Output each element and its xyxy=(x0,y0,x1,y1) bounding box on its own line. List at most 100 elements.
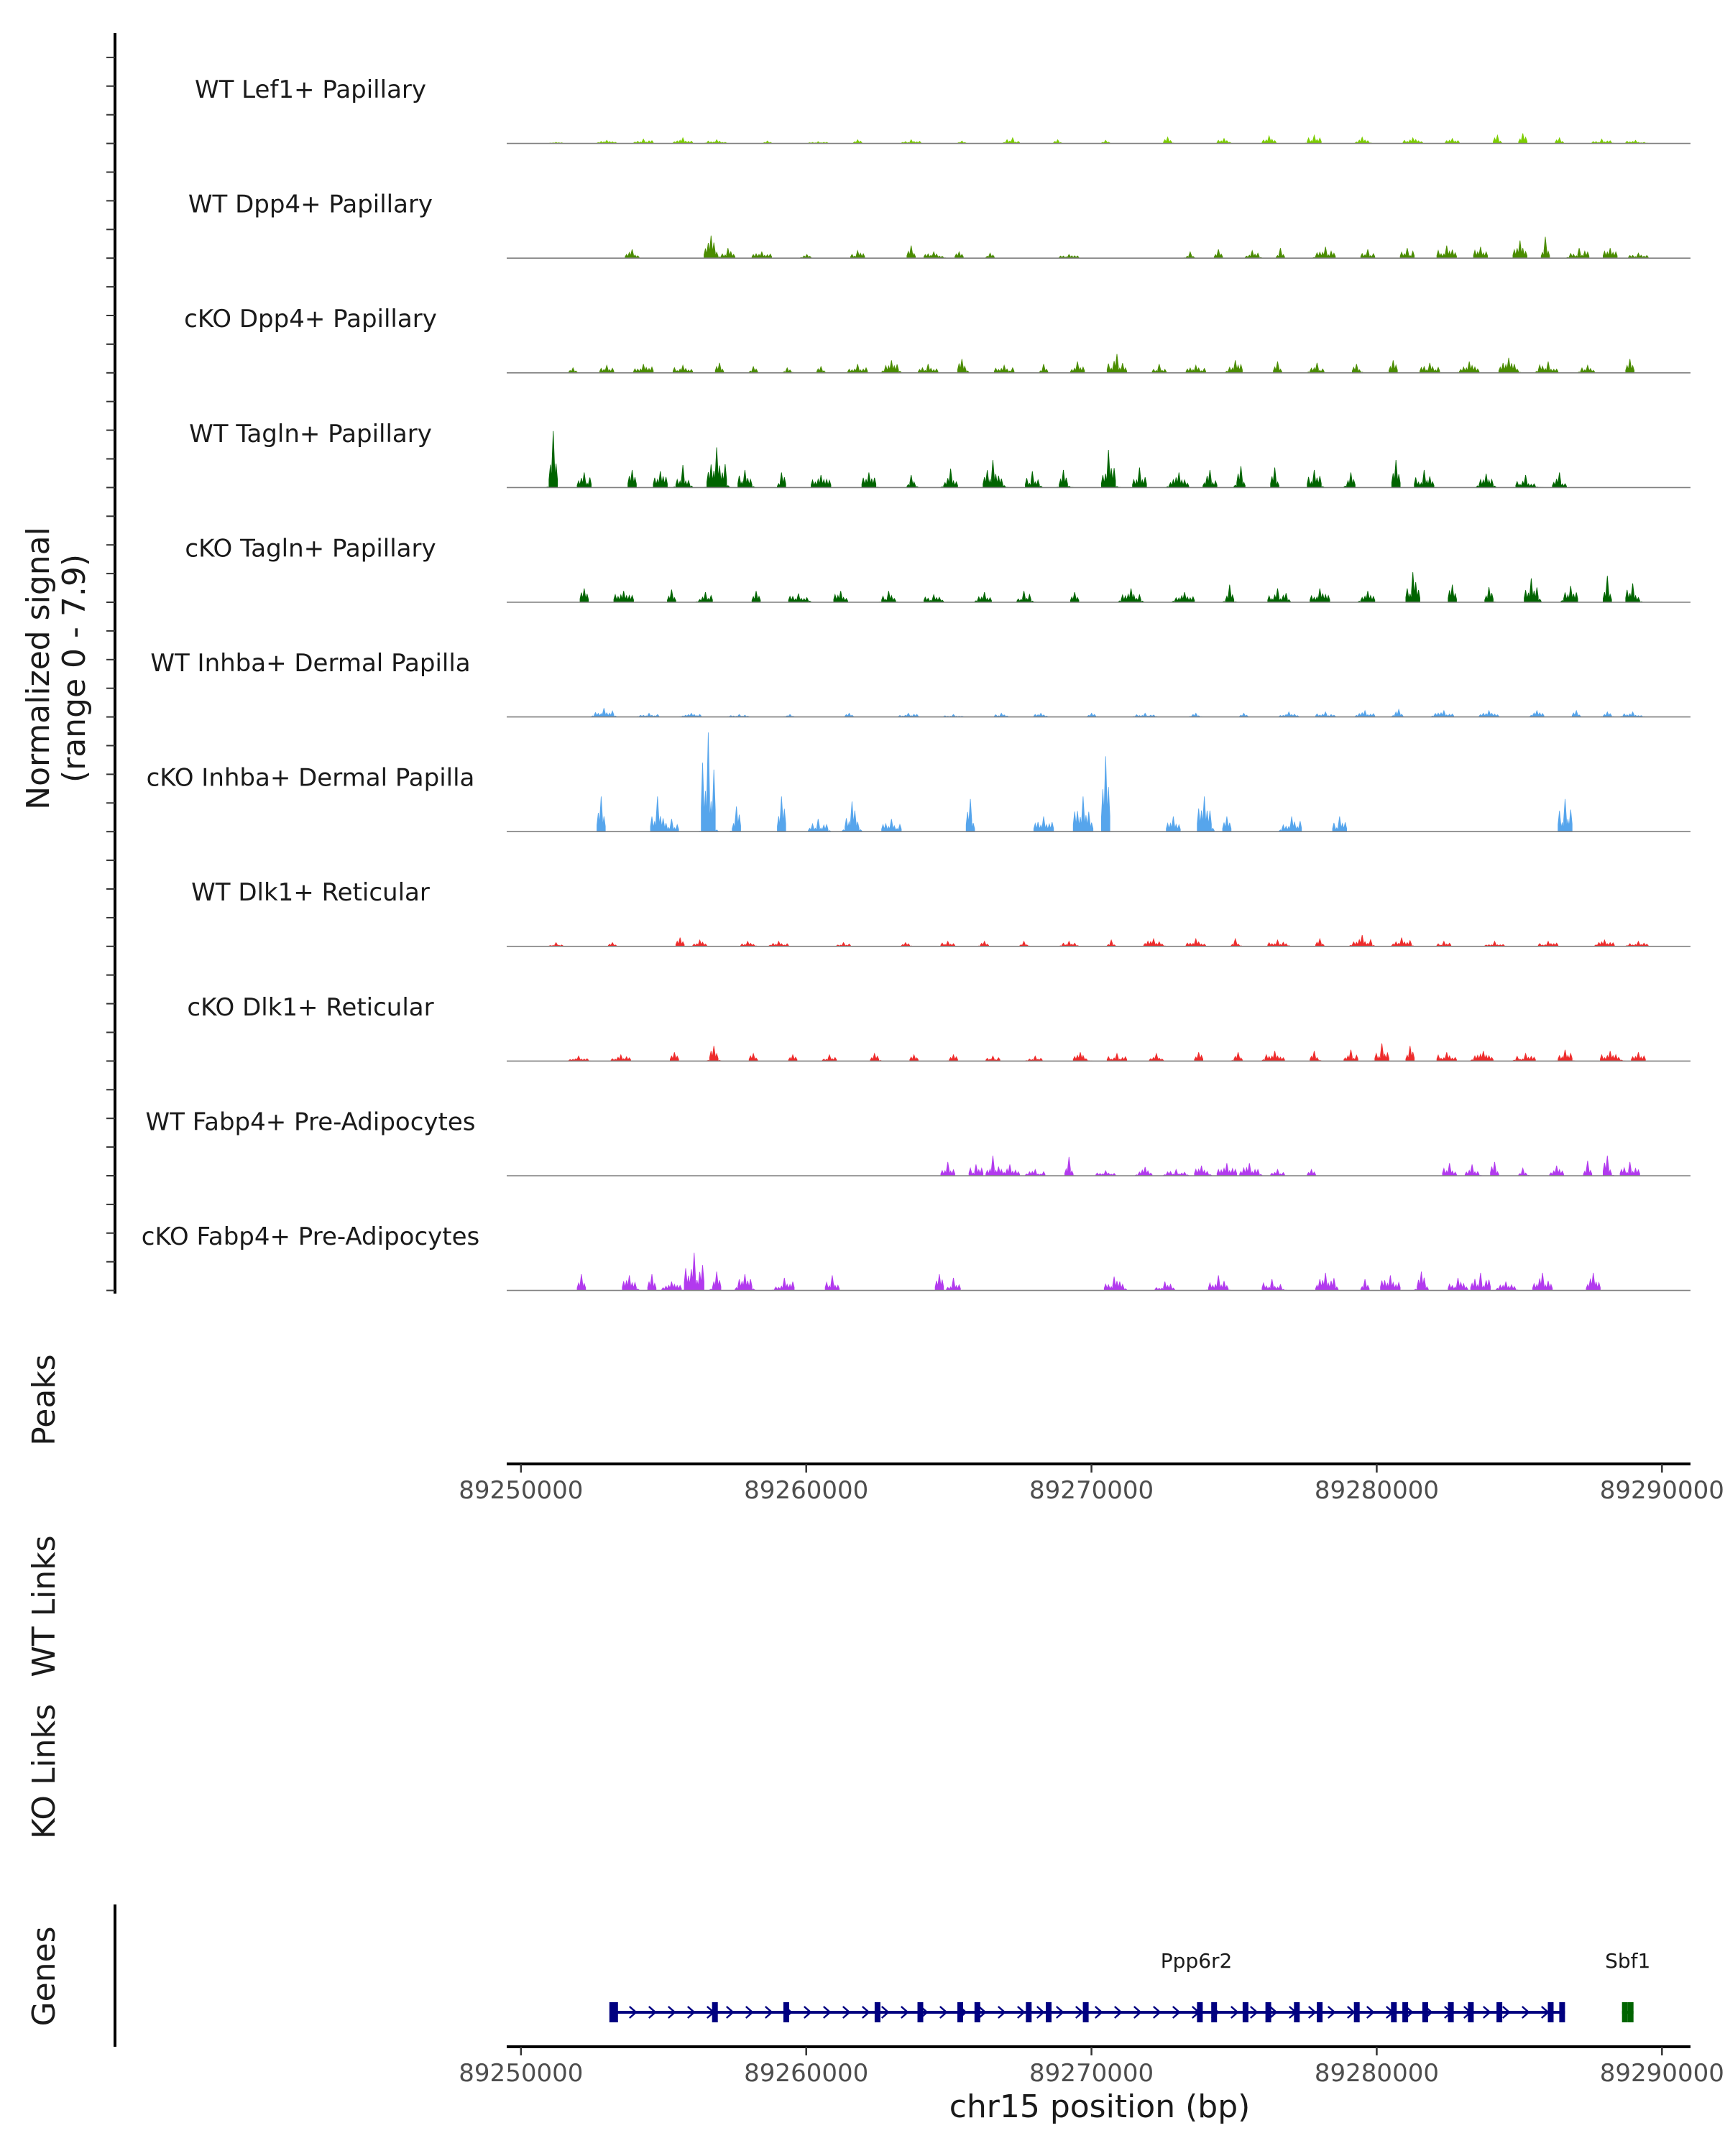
gene-label-ppp6r2: Ppp6r2 xyxy=(1161,1949,1233,1973)
track-signal-wt-tagln-papillary xyxy=(546,430,1567,488)
track-label-wt-inhba-dermal-papilla: WT Inhba+ Dermal Papilla xyxy=(150,649,470,678)
track-signal-wt-dlk1-reticular xyxy=(546,935,1649,947)
gene-exon-ppp6r2 xyxy=(1402,2002,1409,2022)
strand-arrow-ppp6r2 xyxy=(648,2006,657,2019)
signal-y-axis xyxy=(106,33,116,1294)
gene-exon-ppp6r2 xyxy=(1547,2002,1554,2022)
gene-exon-ppp6r2 xyxy=(783,2002,789,2022)
gene-exon-ppp6r2 xyxy=(1422,2002,1428,2022)
gene-exon-ppp6r2 xyxy=(917,2002,924,2022)
gene-exon-ppp6r2 xyxy=(1294,2002,1300,2022)
track-wt-inhba-dermal-papilla: WT Inhba+ Dermal Papilla xyxy=(150,649,1690,718)
gene-exon-ppp6r2 xyxy=(1448,2002,1454,2022)
peaks-x-axis: 89250000 89260000 89270000 89280000 89290000 xyxy=(459,1462,1724,1505)
x-tick-label: 89270000 xyxy=(1029,1476,1154,1505)
strand-arrow-ppp6r2 xyxy=(1017,2006,1026,2019)
gene-exon-ppp6r2 xyxy=(1496,2002,1503,2022)
track-signal-cko-dlk1-reticular xyxy=(568,1043,1646,1061)
track-label-cko-fabp4-pre-adipocytes: cKO Fabp4+ Pre-Adipocytes xyxy=(142,1222,480,1251)
gene-exon-ppp6r2 xyxy=(1242,2002,1248,2022)
track-signal-wt-inhba-dermal-papilla xyxy=(591,708,1649,718)
track-signal-cko-fabp4-pre-adipocytes xyxy=(576,1253,1601,1291)
track-cko-dlk1-reticular: cKO Dlk1+ Reticular xyxy=(187,993,1690,1062)
gene-exon-ppp6r2 xyxy=(1197,2002,1203,2022)
x-tick-label: 89280000 xyxy=(1315,2059,1439,2088)
gene-exon-ppp6r2 xyxy=(1211,2002,1218,2022)
strand-arrow-ppp6r2 xyxy=(745,2006,754,2019)
strand-arrow-ppp6r2 xyxy=(1328,2006,1336,2019)
genes-panel-label: Genes xyxy=(26,1926,63,2026)
coverage-tracks: WT Lef1+ Papillary WT Dpp4+ Papillary cKO … xyxy=(142,75,1690,1291)
gene-exon-ppp6r2 xyxy=(957,2002,963,2022)
strand-arrow-ppp6r2 xyxy=(901,2006,909,2019)
gene-label-sbf1: Sbf1 xyxy=(1605,1949,1650,1973)
strand-arrow-ppp6r2 xyxy=(1230,2006,1239,2019)
track-wt-tagln-papillary: WT Tagln+ Papillary xyxy=(189,420,1690,489)
x-tick-label: 89260000 xyxy=(744,1476,868,1505)
gene-exon-ppp6r2 xyxy=(1046,2002,1052,2022)
strand-arrow-ppp6r2 xyxy=(1095,2006,1103,2019)
strand-arrow-ppp6r2 xyxy=(862,2006,870,2019)
strand-arrow-ppp6r2 xyxy=(1269,2006,1278,2019)
track-label-cko-inhba-dermal-papilla: cKO Inhba+ Dermal Papilla xyxy=(147,764,475,793)
genes-x-axis: 89250000 89260000 89270000 89280000 89290000 xyxy=(459,2045,1724,2088)
strand-arrow-ppp6r2 xyxy=(1522,2006,1530,2019)
gene-exon-ppp6r2 xyxy=(612,2002,618,2022)
track-wt-dpp4-papillary: WT Dpp4+ Papillary xyxy=(188,190,1690,259)
strand-arrow-ppp6r2 xyxy=(842,2006,851,2019)
gene-exon-ppp6r2 xyxy=(1265,2002,1271,2022)
strand-arrow-ppp6r2 xyxy=(978,2006,987,2019)
gene-exon-ppp6r2 xyxy=(1353,2002,1360,2022)
strand-arrow-ppp6r2 xyxy=(1153,2006,1162,2019)
track-label-cko-tagln-papillary: cKO Tagln+ Papillary xyxy=(185,534,436,563)
strand-arrow-ppp6r2 xyxy=(1366,2006,1375,2019)
peaks-panel-label: Peaks xyxy=(26,1354,63,1445)
track-signal-cko-tagln-papillary xyxy=(579,572,1646,603)
strand-arrow-ppp6r2 xyxy=(1502,2006,1511,2019)
gene-exon-ppp6r2 xyxy=(1026,2002,1032,2022)
strand-arrow-ppp6r2 xyxy=(881,2006,890,2019)
strand-arrow-ppp6r2 xyxy=(804,2006,812,2019)
strand-arrow-ppp6r2 xyxy=(629,2006,638,2019)
gene-exon-ppp6r2 xyxy=(1082,2002,1089,2022)
gene-track: Ppp6r2 Sbf1 xyxy=(114,1904,1650,2047)
strand-arrow-ppp6r2 xyxy=(726,2006,735,2019)
x-tick-label: 89260000 xyxy=(744,2059,868,2088)
track-signal-wt-dpp4-papillary xyxy=(625,235,1649,259)
track-label-cko-dpp4-papillary: cKO Dpp4+ Papillary xyxy=(184,305,437,333)
strand-arrow-ppp6r2 xyxy=(687,2006,696,2019)
strand-arrow-ppp6r2 xyxy=(1056,2006,1064,2019)
gene-exon-ppp6r2 xyxy=(974,2002,980,2022)
track-cko-tagln-papillary: cKO Tagln+ Papillary xyxy=(185,534,1690,603)
track-wt-dlk1-reticular: WT Dlk1+ Reticular xyxy=(191,878,1690,947)
x-tick-label: 89290000 xyxy=(1600,2059,1724,2088)
track-label-wt-dpp4-papillary: WT Dpp4+ Papillary xyxy=(188,190,433,219)
track-cko-fabp4-pre-adipocytes: cKO Fabp4+ Pre-Adipocytes xyxy=(142,1222,1690,1291)
track-cko-dpp4-papillary: cKO Dpp4+ Papillary xyxy=(184,305,1690,374)
strand-arrow-ppp6r2 xyxy=(1250,2006,1259,2019)
track-label-cko-dlk1-reticular: cKO Dlk1+ Reticular xyxy=(187,993,433,1022)
strand-arrow-ppp6r2 xyxy=(1308,2006,1317,2019)
track-signal-cko-dpp4-papillary xyxy=(568,354,1634,374)
strand-arrow-ppp6r2 xyxy=(1133,2006,1142,2019)
x-tick-label: 89250000 xyxy=(459,1476,583,1505)
track-wt-lef1-papillary: WT Lef1+ Papillary xyxy=(195,75,1690,144)
track-signal-wt-lef1-papillary xyxy=(548,133,1649,144)
strand-arrow-ppp6r2 xyxy=(939,2006,948,2019)
track-label-wt-dlk1-reticular: WT Dlk1+ Reticular xyxy=(191,878,430,907)
gene-exon-ppp6r2 xyxy=(1391,2002,1397,2022)
gene-exon-ppp6r2 xyxy=(1559,2002,1565,2022)
x-tick-label: 89290000 xyxy=(1600,1476,1724,1505)
track-signal-wt-fabp4-pre-adipocytes xyxy=(940,1156,1640,1176)
track-cko-inhba-dermal-papilla: cKO Inhba+ Dermal Papilla xyxy=(147,732,1690,832)
track-signal-cko-inhba-dermal-papilla xyxy=(597,732,1573,832)
gene-exon-sbf1 xyxy=(1627,2002,1634,2022)
x-tick-label: 89250000 xyxy=(459,2059,583,2088)
gene-exon-sbf1 xyxy=(1622,2002,1628,2022)
track-label-wt-tagln-papillary: WT Tagln+ Papillary xyxy=(189,420,432,448)
strand-arrow-ppp6r2 xyxy=(998,2006,1006,2019)
strand-arrow-ppp6r2 xyxy=(1114,2006,1123,2019)
track-label-wt-fabp4-pre-adipocytes: WT Fabp4+ Pre-Adipocytes xyxy=(146,1107,476,1136)
strand-arrow-ppp6r2 xyxy=(823,2006,832,2019)
x-axis-title: chr15 position (bp) xyxy=(949,2088,1251,2125)
